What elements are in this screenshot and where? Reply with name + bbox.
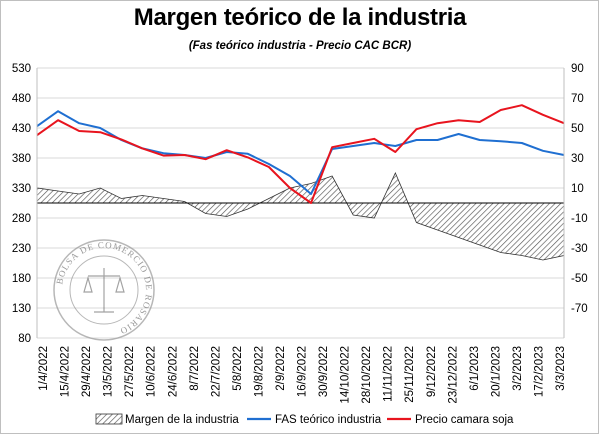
left-tick-label: 180 <box>12 273 31 285</box>
x-tick-label: 29/4/2022 <box>81 346 93 397</box>
legend: Margen de la industria FAS teórico indus… <box>95 413 514 426</box>
left-tick-label: 380 <box>12 153 31 165</box>
right-tick-label: 10 <box>571 183 584 195</box>
x-tick-label: 6/1/2023 <box>469 346 481 391</box>
precio-camara-soja-line <box>36 104 565 204</box>
x-tick-label: 23/12/2022 <box>447 346 459 404</box>
right-tick-label: 70 <box>571 93 584 105</box>
x-tick-label: 8/7/2022 <box>189 346 201 391</box>
legend-margen-label: Margen de la industria <box>125 414 239 426</box>
x-tick-label: 16/9/2022 <box>297 346 309 397</box>
x-tick-label: 3/2/2023 <box>512 346 524 391</box>
left-tick-label: 480 <box>12 93 31 105</box>
x-tick-label: 27/5/2022 <box>124 346 136 397</box>
right-tick-label: 30 <box>571 153 584 165</box>
x-tick-label: 24/6/2022 <box>167 346 179 397</box>
x-tick-label: 13/5/2022 <box>103 346 115 397</box>
bolsa-comercio-rosario-seal: BOLSA DE COMERCIO DE ROSARIO <box>53 239 155 341</box>
chart-title: Margen teórico de la industria <box>133 4 467 31</box>
x-tick-label: 30/9/2022 <box>318 346 330 397</box>
right-tick-label: -30 <box>571 243 588 255</box>
x-tick-label: 19/8/2022 <box>253 346 265 397</box>
legend-margen-swatch <box>95 413 123 425</box>
right-tick-label: 90 <box>571 63 584 75</box>
left-tick-label: 130 <box>12 303 31 315</box>
x-tick-label: 22/7/2022 <box>210 346 222 397</box>
right-tick-label: -70 <box>571 303 588 315</box>
x-tick-label: 15/4/2022 <box>60 346 72 397</box>
x-tick-label: 10/6/2022 <box>146 346 158 397</box>
right-tick-label: -10 <box>571 213 588 225</box>
left-tick-label: 530 <box>12 63 31 75</box>
right-tick-label: -50 <box>571 273 588 285</box>
axes-layer: 80 130 180 230 280 330 380 430 480 530 -70 -50 -30 -1… <box>12 63 588 404</box>
x-tick-label: 25/11/2022 <box>404 346 416 403</box>
grid-layer <box>37 67 564 339</box>
margen-area <box>36 172 565 261</box>
x-tick-label: 9/12/2022 <box>426 346 438 397</box>
x-tick-label: 20/1/2023 <box>490 346 502 397</box>
legend-fas-label: FAS teórico industria <box>275 414 382 426</box>
x-tick-label: 17/2/2023 <box>533 346 545 397</box>
chart-subtitle: (Fas teórico industria - Precio CAC BCR) <box>188 40 412 52</box>
x-tick-label: 14/10/2022 <box>340 346 352 404</box>
x-tick-label: 5/8/2022 <box>232 346 244 391</box>
fas-teorico-line <box>36 110 565 195</box>
plot-layer <box>36 104 565 261</box>
x-tick-label: 1/4/2022 <box>38 346 50 391</box>
x-tick-label: 28/10/2022 <box>361 346 373 404</box>
x-tick-label: 3/3/2023 <box>555 346 567 391</box>
left-tick-label: 230 <box>12 243 31 255</box>
x-tick-label: 11/11/2022 <box>383 346 395 402</box>
legend-precio-label: Precio camara soja <box>415 414 514 426</box>
x-tick-label: 2/9/2022 <box>275 346 287 391</box>
left-tick-label: 80 <box>18 333 31 345</box>
right-tick-label: 50 <box>571 123 584 135</box>
left-tick-label: 280 <box>12 213 31 225</box>
left-tick-label: 430 <box>12 123 31 135</box>
left-tick-label: 330 <box>12 183 31 195</box>
